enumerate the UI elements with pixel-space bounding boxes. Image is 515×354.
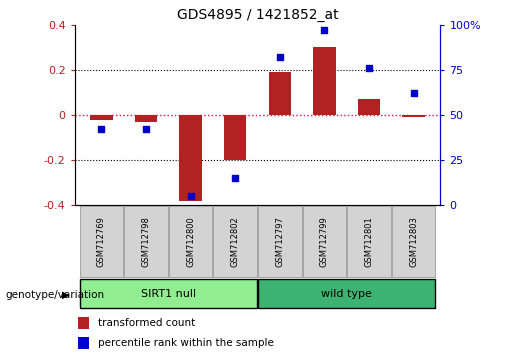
Text: GSM712802: GSM712802: [231, 216, 239, 267]
Point: [142, 127, 150, 132]
Text: GSM712797: GSM712797: [276, 216, 284, 267]
FancyBboxPatch shape: [124, 206, 168, 277]
Bar: [179, 115, 202, 201]
Bar: [224, 115, 246, 160]
Bar: [78, 337, 89, 349]
Point: [276, 55, 284, 60]
Text: GSM712799: GSM712799: [320, 216, 329, 267]
Point: [365, 65, 373, 71]
Bar: [313, 47, 336, 115]
Bar: [358, 99, 380, 115]
FancyBboxPatch shape: [302, 206, 346, 277]
Bar: [269, 72, 291, 115]
Text: GSM712798: GSM712798: [142, 216, 150, 267]
Text: transformed count: transformed count: [98, 318, 196, 329]
Point: [409, 91, 418, 96]
FancyBboxPatch shape: [169, 206, 213, 277]
Text: SIRT1 null: SIRT1 null: [141, 289, 196, 299]
Bar: [90, 115, 113, 120]
Text: genotype/variation: genotype/variation: [5, 290, 104, 299]
FancyBboxPatch shape: [258, 206, 302, 277]
Bar: [135, 115, 157, 122]
Text: ▶: ▶: [62, 290, 70, 299]
Bar: [78, 318, 89, 329]
FancyBboxPatch shape: [258, 280, 435, 308]
FancyBboxPatch shape: [80, 206, 123, 277]
Point: [320, 27, 329, 33]
Point: [97, 127, 106, 132]
FancyBboxPatch shape: [80, 280, 257, 308]
Title: GDS4895 / 1421852_at: GDS4895 / 1421852_at: [177, 8, 338, 22]
FancyBboxPatch shape: [392, 206, 435, 277]
Text: percentile rank within the sample: percentile rank within the sample: [98, 338, 274, 348]
Bar: [402, 115, 425, 117]
Point: [186, 193, 195, 199]
Text: GSM712769: GSM712769: [97, 216, 106, 267]
FancyBboxPatch shape: [347, 206, 391, 277]
FancyBboxPatch shape: [213, 206, 257, 277]
Text: GSM712801: GSM712801: [365, 216, 373, 267]
Text: GSM712803: GSM712803: [409, 216, 418, 267]
Text: wild type: wild type: [321, 289, 372, 299]
Point: [231, 176, 239, 181]
Text: GSM712800: GSM712800: [186, 216, 195, 267]
